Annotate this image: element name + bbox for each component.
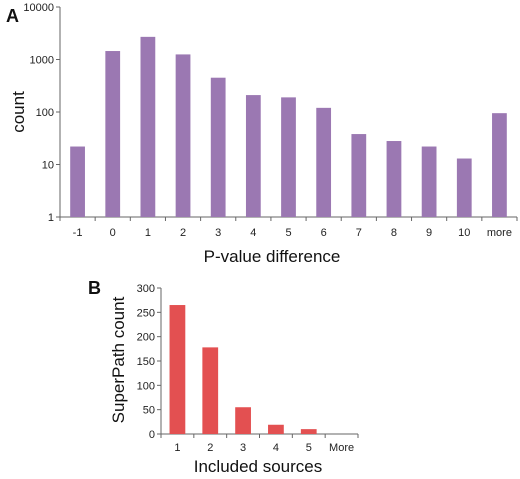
a-x-tick-label: 2 [180, 227, 186, 239]
a-y-tick-label: 1 [48, 212, 54, 224]
panel-b-y-axis-title: SuperPath count [109, 296, 128, 423]
panel-b-x-axis-title: Included sources [194, 457, 323, 476]
a-bar [175, 54, 191, 217]
b-x-tick-label: 5 [306, 442, 312, 454]
b-bar [169, 305, 186, 434]
panel-b: B SuperPath count Included sources 0 50 10… [88, 278, 359, 476]
a-x-tick-label: 9 [426, 227, 432, 239]
a-bar [140, 36, 156, 218]
b-bar [300, 429, 317, 434]
a-bar [245, 95, 261, 217]
b-y-tick-label: 100 [137, 380, 155, 392]
a-bar [386, 141, 402, 217]
a-bar [492, 113, 507, 217]
a-bar [316, 107, 332, 217]
b-y-tick-label: 200 [137, 332, 155, 344]
a-bar [70, 146, 85, 217]
a-x-tick-label: more [487, 227, 512, 239]
b-y-tick-label: 50 [143, 405, 155, 417]
b-bar [235, 407, 251, 434]
a-bar [456, 158, 472, 217]
a-bar [421, 146, 437, 217]
a-bar [281, 97, 296, 217]
a-y-tick-label: 10000 [23, 2, 54, 14]
b-x-tick-label: 2 [207, 442, 213, 454]
panel-b-label: B [88, 278, 101, 298]
panel-a-x-axis-title: P-value difference [204, 247, 341, 266]
a-x-tick-label: 7 [356, 227, 362, 239]
a-bar [105, 51, 121, 217]
b-x-tick-label: 1 [174, 442, 180, 454]
a-bar [210, 77, 226, 217]
b-x-tick-label: 3 [240, 442, 246, 454]
a-bar [351, 134, 367, 217]
panel-a: A count P-value difference 1101001000100… [6, 2, 518, 266]
b-y-tick-label: 250 [137, 307, 155, 319]
a-x-tick-label: 0 [110, 227, 116, 239]
a-y-tick-label: 1000 [30, 55, 54, 67]
a-x-tick-label: 5 [285, 227, 291, 239]
a-x-tick-label: 4 [250, 227, 256, 239]
a-x-tick-label: 6 [321, 227, 327, 239]
b-bar [202, 347, 219, 434]
a-x-tick-label: -1 [73, 227, 83, 239]
b-y-tick-label: 0 [149, 429, 155, 441]
panel-a-y-axis-title: count [9, 91, 28, 133]
a-x-tick-label: 3 [215, 227, 221, 239]
b-y-tick-label: 150 [137, 356, 155, 368]
b-x-tick-label: More [329, 442, 354, 454]
b-x-tick-label: 4 [273, 442, 279, 454]
a-x-tick-label: 8 [391, 227, 397, 239]
a-x-tick-label: 10 [458, 227, 470, 239]
a-y-tick-label: 100 [36, 107, 54, 119]
b-y-tick-label: 300 [137, 283, 155, 295]
panel-a-label: A [6, 6, 19, 26]
a-y-tick-label: 10 [42, 160, 54, 172]
a-x-tick-label: 1 [145, 227, 151, 239]
b-bar [268, 424, 284, 434]
